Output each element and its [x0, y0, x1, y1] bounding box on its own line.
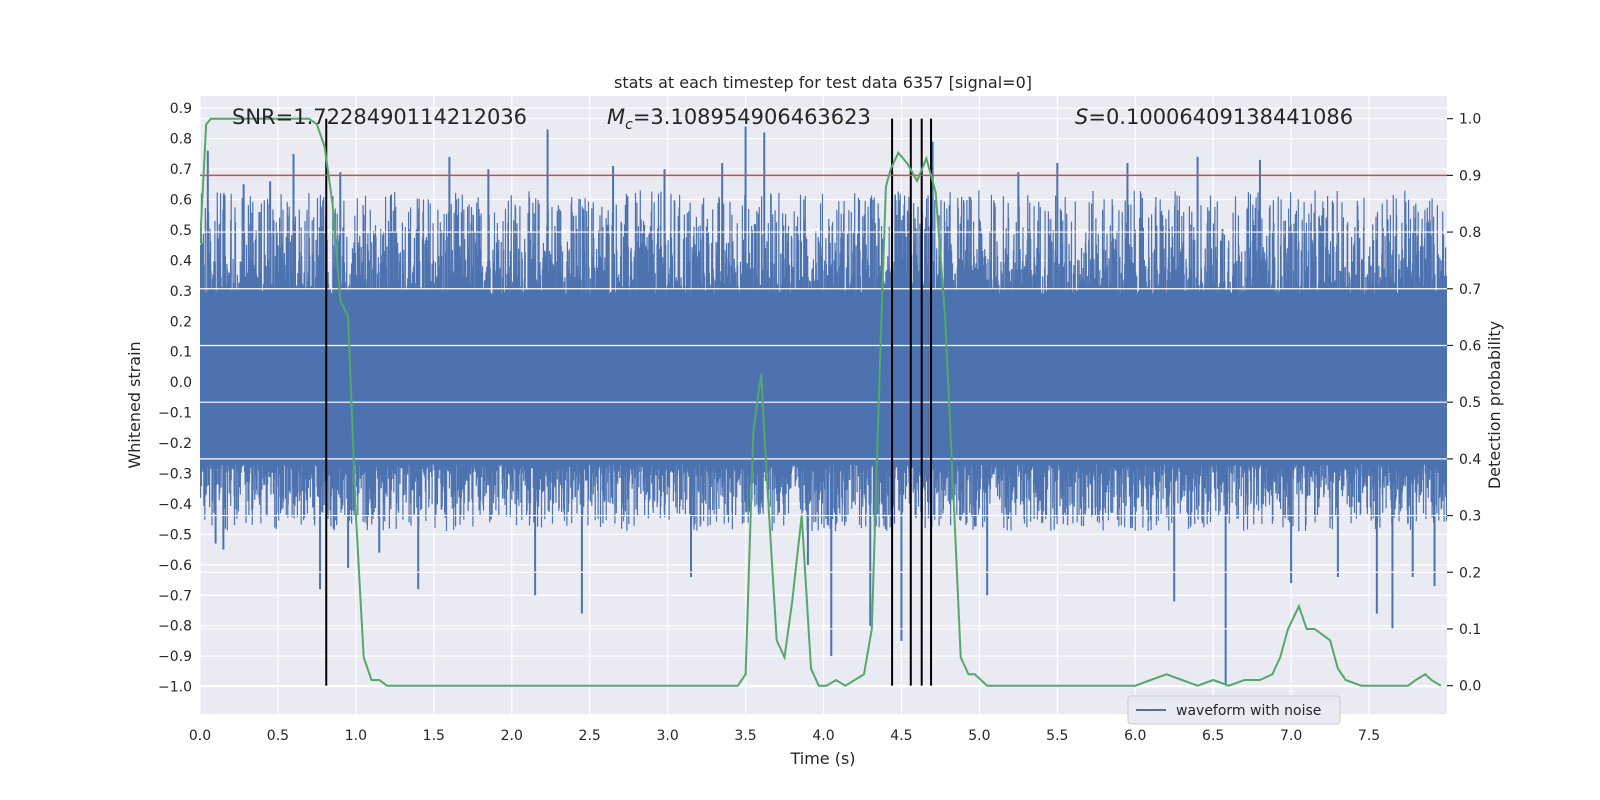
y-tick-label: −0.4	[158, 497, 192, 513]
x-tick-label: 3.0	[656, 728, 678, 744]
y-right-tick-labels: 1.0 0.9 0.8 0.7 0.6 0.5 0.4 0.3 0.2 0.1 0.0	[1447, 112, 1481, 695]
y-tick-label: −1.0	[158, 680, 192, 696]
legend: waveform with noise	[1127, 695, 1341, 725]
y-tick-label: −0.6	[158, 558, 192, 574]
x-tick-labels: 0.0 0.5 1.0 1.5 2.0 2.5 3.0 3.5 4.0 4.5 5.0 5.5 6.0 6…	[189, 728, 1380, 744]
snr-annotation: SNR=1.7228490114212036	[232, 105, 527, 129]
x-tick-label: 5.0	[968, 728, 990, 744]
y-tick-label: 0.2	[170, 314, 192, 330]
legend-box	[1127, 695, 1341, 725]
y-tick-label: −0.2	[158, 436, 192, 452]
probability-line	[200, 117, 1442, 687]
y-tick-label: −0.1	[158, 406, 192, 422]
y-tick-label: −0.8	[158, 619, 192, 635]
mc-subscript: c	[625, 117, 633, 133]
y-right-tick-label: 0.5	[1459, 395, 1481, 411]
legend-label: waveform with noise	[1176, 703, 1321, 719]
probability-series	[200, 117, 1442, 687]
y-tick-label: 0.3	[170, 284, 192, 300]
x-tick-label: 4.0	[812, 728, 834, 744]
y-tick-label: 0.6	[170, 193, 192, 209]
strain-line	[200, 190, 1447, 532]
x-tick-label: 6.5	[1202, 728, 1224, 744]
s-value: =0.10006409138441086	[1088, 105, 1353, 129]
mc-value: =3.108954906463623	[633, 105, 871, 129]
y-tick-labels: 0.9 0.8 0.7 0.6 0.5 0.4 0.3 0.2 0.1 0.0 −0.1 −0.2 −0…	[158, 101, 192, 695]
x-tick-label: 1.0	[345, 728, 367, 744]
y-tick-label: −0.9	[158, 649, 192, 665]
y-tick-label: 0.5	[170, 223, 192, 239]
x-tick-label: 3.5	[734, 728, 756, 744]
s-annotation: S=0.10006409138441086	[1075, 105, 1353, 129]
y-tick-label: 0.1	[170, 345, 192, 361]
y-tick-label: 0.9	[170, 101, 192, 117]
y-tick-label: −0.3	[158, 466, 192, 482]
y-tick-label: 0.0	[170, 375, 192, 391]
y-right-tick-label: 0.2	[1459, 565, 1481, 581]
x-tick-label: 7.0	[1280, 728, 1302, 744]
y-tick-label: 0.7	[170, 162, 192, 178]
y-right-tick-label: 0.4	[1459, 452, 1481, 468]
chart-title: stats at each timestep for test data 635…	[614, 73, 1032, 92]
y-right-tick-label: 0.6	[1459, 338, 1481, 354]
y-right-tick-label: 0.8	[1459, 225, 1481, 241]
mc-symbol: M	[607, 105, 625, 129]
y-tick-label: −0.7	[158, 588, 192, 604]
y-tick-label: 0.8	[170, 132, 192, 148]
x-tick-label: 1.5	[423, 728, 445, 744]
y-right-tick-label: 0.9	[1459, 168, 1481, 184]
x-tick-label: 0.0	[189, 728, 211, 744]
x-axis-label: Time (s)	[789, 749, 855, 768]
x-tick-label: 2.0	[501, 728, 523, 744]
x-tick-label: 7.5	[1358, 728, 1380, 744]
x-tick-label: 0.5	[267, 728, 289, 744]
s-symbol: S	[1075, 105, 1088, 129]
x-tick-label: 2.5	[579, 728, 601, 744]
y-right-tick-label: 0.0	[1459, 679, 1481, 695]
x-tick-label: 4.5	[890, 728, 912, 744]
y-right-tick-label: 0.3	[1459, 509, 1481, 525]
y-tick-label: −0.5	[158, 527, 192, 543]
strain-series	[200, 126, 1447, 687]
y-axis-label: Whitened strain	[125, 341, 144, 468]
y-tick-label: 0.4	[170, 253, 192, 269]
y-right-axis-label: Detection probability	[1485, 321, 1504, 489]
y-right-tick-label: 1.0	[1459, 112, 1481, 128]
vertical-lines	[325, 118, 933, 686]
x-tick-label: 5.5	[1046, 728, 1068, 744]
grid-overlay	[200, 118, 1447, 687]
y-right-tick-label: 0.7	[1459, 282, 1481, 298]
y-right-tick-label: 0.1	[1459, 622, 1481, 638]
x-tick-label: 6.0	[1124, 728, 1146, 744]
chirp-mass-annotation: Mc=3.108954906463623	[607, 105, 871, 133]
